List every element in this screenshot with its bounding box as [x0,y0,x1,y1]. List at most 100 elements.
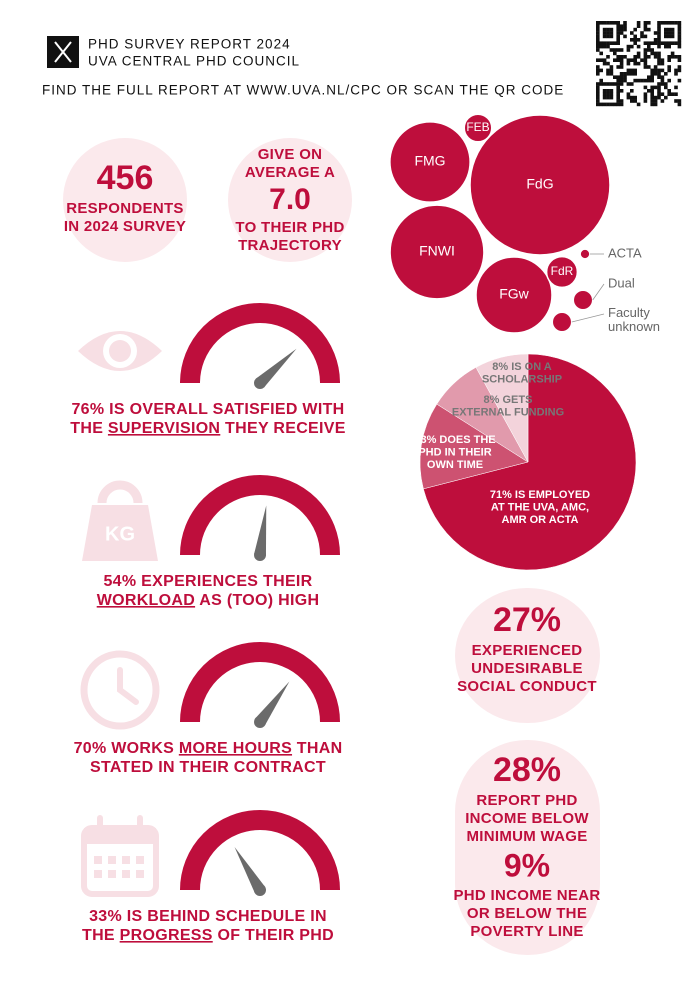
qr-cell [609,21,614,25]
qr-cell [599,68,603,73]
calendar-day [136,856,144,864]
qr-cell [616,92,620,96]
qr-cell [599,41,603,45]
stat-text: RESPONDENTS [66,200,184,217]
qr-cell [650,75,654,79]
qr-cell [670,21,675,25]
qr-cell [626,92,631,96]
caption-segment: 54% EXPERIENCES THEIR [103,573,312,590]
qr-cell [664,72,668,76]
bubble-label-line: unknown [608,319,660,334]
qr-cell [664,41,668,45]
qr-cell [667,21,671,25]
logo-cross [54,41,72,63]
stat-text: REPORT PHD [476,792,577,809]
bubble-label: Faculty unknown [608,305,660,334]
stat-circle [63,138,187,262]
qr-cell [647,21,651,25]
gauge-caption: 70% WORKS MORE HOURS THAN [74,740,343,757]
qr-cell [616,55,620,59]
qr-cell [609,89,614,93]
qr-cell [609,27,614,32]
qr-cell [626,44,631,49]
qr-cell [606,102,610,107]
qr-cell [657,58,661,62]
qr-cell [599,21,603,25]
gauge-hub [254,884,266,896]
qr-cell [667,27,671,32]
eye-pupil [109,340,131,362]
qr-cell [633,99,637,103]
qr-cell [640,34,644,39]
qr-cell [650,48,654,52]
faculty-bubble [469,114,611,256]
qr-cell [636,24,641,28]
qr-cell [643,95,648,100]
stat-text: TO THEIR PHD [235,219,344,236]
qr-cell [606,89,610,93]
qr-cell [616,102,620,107]
qr-cell [609,48,614,52]
qr-cell [653,72,658,76]
qr-cell [647,48,651,52]
qr-cell [633,68,637,73]
gauge-caption: THE SUPERVISION THEY RECEIVE [70,420,345,437]
qr-cell [660,61,665,66]
qr-cell [647,55,651,59]
qr-cell [619,55,624,59]
qr-cell [667,89,671,93]
pie-slice [475,353,529,463]
qr-cell [619,61,624,66]
calendar-day [108,870,116,878]
qr-cell [609,92,614,96]
qr-cell [670,31,675,35]
qr-cell [599,78,603,83]
caption-underlined: WORKLOAD [97,592,195,609]
qr-cell [643,55,648,59]
faculty-bubble [551,311,573,333]
qr-cell [613,21,617,25]
qr-cell [677,31,682,35]
qr-cell [599,51,603,56]
qr-cell [633,95,637,100]
qr-cell [633,55,637,59]
qr-cell [640,31,644,35]
qr-cell [630,31,634,35]
qr-cell [619,82,624,86]
qr-cell [677,102,682,107]
qr-cell [602,89,607,93]
qr-cell [650,41,654,45]
qr-cell [596,31,600,35]
qr-cell [647,27,651,32]
qr-cell [653,51,658,56]
qr-cell [643,51,648,56]
qr-cell [667,44,671,49]
pie-slice [419,403,529,490]
qr-cell [619,27,624,32]
qr-cell [596,38,600,42]
qr-cell [664,85,668,90]
qr-cell [670,34,675,39]
qr-cell [636,61,641,66]
qr-cell [630,72,634,76]
qr-cell [636,55,641,59]
qr-cell [667,65,671,69]
qr-cell [653,38,658,42]
qr-cell [674,92,678,96]
qr-cell [616,27,620,32]
qr-cell [630,89,634,93]
qr-cell [606,44,610,49]
gauge-arc [180,642,340,723]
faculty-bubble [545,255,579,289]
caption-underlined: SUPERVISION [108,420,220,437]
qr-cell [606,82,610,86]
faculty-bubble [572,289,594,311]
qr-cell [596,34,600,39]
gauge-needle [255,348,297,388]
qr-cell [653,31,658,35]
qr-cell [633,72,637,76]
qr-cell [616,95,620,100]
qr-cell [650,68,654,73]
calendar-day [94,870,102,878]
